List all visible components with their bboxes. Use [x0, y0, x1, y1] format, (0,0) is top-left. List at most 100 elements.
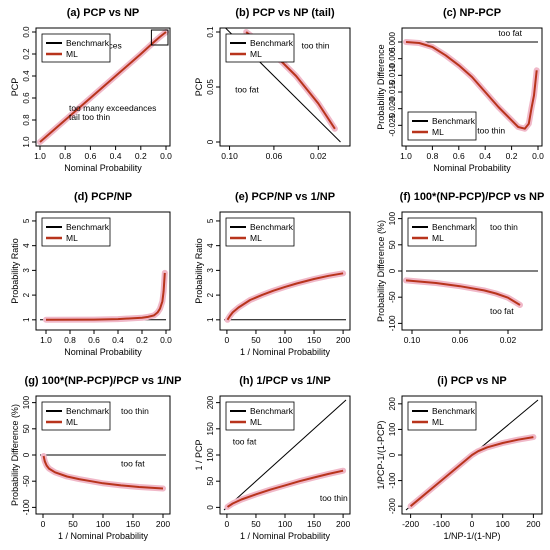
- x-tick-label: 0.8: [426, 151, 438, 161]
- series-ml-line: [405, 279, 521, 306]
- series-ml-band: [224, 270, 347, 323]
- legend-label: Benchmark: [432, 406, 476, 416]
- y-tick-label: -100: [22, 499, 31, 516]
- x-tick-label: 0.0: [160, 151, 172, 161]
- panel-title: (a) PCP vs NP: [67, 7, 140, 19]
- panel-title: (d) PCP/NP: [74, 191, 132, 203]
- annotation: too many exceedances: [69, 103, 156, 113]
- x-tick-label: 200: [336, 335, 350, 345]
- x-tick-label: 50: [68, 519, 78, 529]
- y-tick-label: 50: [388, 240, 397, 249]
- y-tick-label: 100: [22, 395, 31, 409]
- y-tick-label: 5: [22, 218, 31, 223]
- legend-label: Benchmark: [250, 222, 294, 232]
- x-axis-label: Nominal Probability: [433, 163, 511, 173]
- y-tick-label: 0.6: [22, 92, 31, 104]
- panel-f: (f) 100*(NP-PCP)/PCP vs NP 0.10 0.06 0.02 10…: [376, 191, 544, 345]
- y-tick-label: 0.1: [206, 26, 215, 38]
- x-axis-label: 1/NP-1/(1-NP): [443, 531, 500, 541]
- legend-label: ML: [66, 233, 78, 243]
- annotation: too thin: [302, 41, 330, 51]
- x-axis-label: 1 / Nominal Probability: [58, 531, 149, 541]
- y-tick-label: 0: [388, 268, 397, 273]
- y-tick-label: 50: [22, 424, 31, 433]
- x-tick-label: 50: [251, 335, 261, 345]
- legend-label: Benchmark: [432, 222, 476, 232]
- y-axis-label: Probability Difference: [376, 44, 386, 129]
- panel-title: (h) 1/PCP vs 1/NP: [239, 375, 331, 387]
- panel-i: (i) PCP vs NP -200 -100 0 100 200 -200 -100 0 100…: [376, 375, 543, 541]
- x-tick-label: 0: [225, 335, 230, 345]
- x-tick-label: 100: [278, 519, 292, 529]
- x-tick-label: 0.10: [221, 151, 238, 161]
- legend-label: Benchmark: [66, 406, 110, 416]
- series-benchmark-line: [223, 399, 347, 511]
- y-tick-label: 0: [22, 452, 31, 457]
- y-tick-label: -0.010: [388, 63, 397, 86]
- x-tick-label: 0: [470, 519, 475, 529]
- y-tick-label: -100: [388, 472, 397, 489]
- x-tick-label: -100: [433, 519, 450, 529]
- x-axis-label: 1 / Nominal Probability: [240, 531, 331, 541]
- panel-title: (e) PCP/NP vs 1/NP: [235, 191, 335, 203]
- x-tick-label: 200: [156, 519, 170, 529]
- panel-a: (a) PCP vs NP 1.0 0.8 0.6 0.4 0.2 0.0 1.0 0.8 0.6…: [10, 7, 172, 173]
- y-tick-label: 200: [388, 397, 397, 411]
- y-tick-label: 0.2: [22, 48, 31, 60]
- series-ml-line: [226, 272, 344, 321]
- legend-label: ML: [250, 233, 262, 243]
- y-tick-label: -50: [388, 291, 397, 303]
- legend-label: Benchmark: [66, 38, 110, 48]
- y-tick-label: 2: [206, 292, 215, 297]
- legend-label: Benchmark: [66, 222, 110, 232]
- y-tick-label: -200: [388, 498, 397, 515]
- series-ml-band: [403, 277, 523, 308]
- x-tick-label: 0: [41, 519, 46, 529]
- x-tick-label: 100: [96, 519, 110, 529]
- x-axis-label: 1 / Nominal Probability: [240, 347, 331, 357]
- y-tick-label: 0.000: [388, 31, 397, 52]
- x-tick-label: 0.2: [506, 151, 518, 161]
- series-ml-line: [45, 272, 166, 321]
- x-tick-label: 0.6: [88, 335, 100, 345]
- x-tick-label: 1.0: [400, 151, 412, 161]
- annotation: too thin: [490, 222, 518, 232]
- annotation: too fat: [490, 306, 514, 316]
- y-axis-label: 1 / PCP: [194, 439, 204, 470]
- x-tick-label: 0.0: [160, 335, 172, 345]
- x-tick-label: 0.06: [452, 335, 469, 345]
- y-axis-label: Probability Ratio: [194, 238, 204, 304]
- y-tick-label: 3: [206, 268, 215, 273]
- x-tick-label: 150: [307, 519, 321, 529]
- x-tick-label: 0.06: [266, 151, 283, 161]
- y-tick-label: 0.8: [22, 114, 31, 126]
- x-tick-label: 0.02: [500, 335, 517, 345]
- y-tick-label: 3: [22, 268, 31, 273]
- y-tick-label: 0: [206, 505, 215, 510]
- x-tick-label: 0.2: [135, 151, 147, 161]
- series-ml-line: [39, 31, 167, 143]
- panel-title: (b) PCP vs NP (tail): [235, 7, 335, 19]
- y-tick-label: 50: [206, 476, 215, 485]
- annotation: too thin: [477, 126, 505, 136]
- y-tick-label: 1: [22, 317, 31, 322]
- y-axis-label: Probability Ratio: [10, 238, 20, 304]
- series-ml-line: [42, 455, 164, 490]
- y-axis-label: Probability Difference (%): [10, 404, 20, 506]
- y-tick-label: 1: [206, 317, 215, 322]
- y-tick-label: -0.020: [388, 97, 397, 120]
- y-tick-label: 200: [206, 395, 215, 409]
- annotation: tail too thin: [69, 112, 110, 122]
- series-ml-line: [409, 436, 534, 507]
- y-axis-label: 1/PCP-1/(1-PCP): [376, 420, 386, 489]
- annotation: too fat: [235, 85, 259, 95]
- x-tick-label: 0.4: [479, 151, 491, 161]
